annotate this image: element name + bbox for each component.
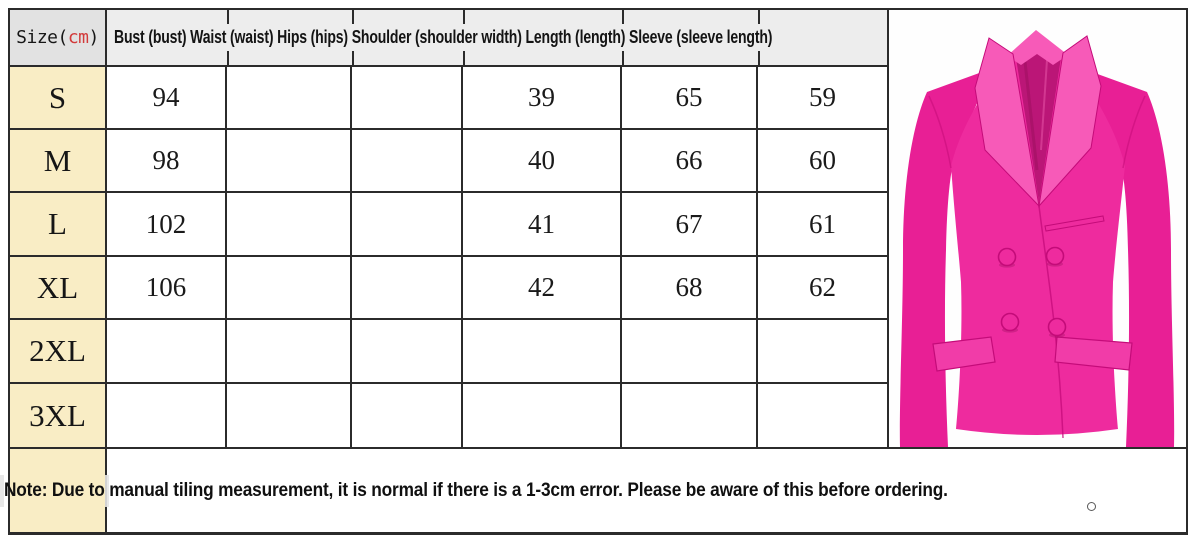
- shoulder-cell: [463, 384, 622, 447]
- bust-cell: [107, 384, 227, 447]
- waist-cell: [227, 130, 352, 193]
- size-header-prefix: Size(: [16, 27, 68, 48]
- shoulder-cell: [463, 320, 622, 384]
- size-label-cell: 2XL: [10, 320, 107, 384]
- length-cell: [622, 320, 758, 384]
- hips-cell: [352, 67, 463, 130]
- length-cell: 66: [622, 130, 758, 193]
- hips-cell: [352, 257, 463, 320]
- hips-cell: [352, 193, 463, 257]
- waist-cell: [227, 384, 352, 447]
- shoulder-cell: 40: [463, 130, 622, 193]
- sleeve-cell: 60: [758, 130, 887, 193]
- bust-cell: 94: [107, 67, 227, 130]
- measurements-header: Bust (bust) Waist (waist) Hips (hips) Sh…: [107, 10, 887, 67]
- note-text: Note: Due to manual tiling measurement, …: [4, 479, 948, 501]
- length-cell: 68: [622, 257, 758, 320]
- size-label-cell: S: [10, 67, 107, 130]
- size-table: Size(cm) Bust (bust) Waist (waist) Hips …: [10, 10, 889, 447]
- sleeve-cell: 61: [758, 193, 887, 257]
- note-row: Note: Due to manual tiling measurement, …: [0, 447, 1186, 532]
- waist-cell: [227, 320, 352, 384]
- length-cell: 65: [622, 67, 758, 130]
- sleeve-cell: 59: [758, 67, 887, 130]
- product-photo: [889, 10, 1186, 447]
- length-cell: [622, 384, 758, 447]
- size-label-cell: M: [10, 130, 107, 193]
- shoulder-cell: 39: [463, 67, 622, 130]
- border-fade: [0, 475, 4, 507]
- sleeve-cell: 62: [758, 257, 887, 320]
- bust-cell: 102: [107, 193, 227, 257]
- sleeve-cell: [758, 384, 887, 447]
- hips-cell: [352, 130, 463, 193]
- size-chart-frame: Size(cm) Bust (bust) Waist (waist) Hips …: [0, 8, 1188, 535]
- pink-blazer-illustration: [899, 30, 1175, 447]
- size-label-cell: XL: [10, 257, 107, 320]
- waist-cell: [227, 67, 352, 130]
- size-column-header: Size(cm): [10, 10, 107, 67]
- bust-cell: 106: [107, 257, 227, 320]
- period-circle-mark: [1087, 502, 1096, 511]
- sleeve-cell: [758, 320, 887, 384]
- shoulder-cell: 41: [463, 193, 622, 257]
- border-fade: [105, 475, 109, 507]
- size-header-text: Size(cm): [16, 27, 99, 48]
- shoulder-cell: 42: [463, 257, 622, 320]
- size-unit-cm: cm: [67, 27, 89, 48]
- hips-cell: [352, 384, 463, 447]
- waist-cell: [227, 257, 352, 320]
- waist-cell: [227, 193, 352, 257]
- length-cell: 67: [622, 193, 758, 257]
- bust-cell: [107, 320, 227, 384]
- size-label-cell: L: [10, 193, 107, 257]
- size-label-cell: 3XL: [10, 384, 107, 447]
- bust-cell: 98: [107, 130, 227, 193]
- size-header-suffix: ): [88, 27, 100, 48]
- measurements-header-text: Bust (bust) Waist (waist) Hips (hips) Sh…: [114, 24, 776, 51]
- hips-cell: [352, 320, 463, 384]
